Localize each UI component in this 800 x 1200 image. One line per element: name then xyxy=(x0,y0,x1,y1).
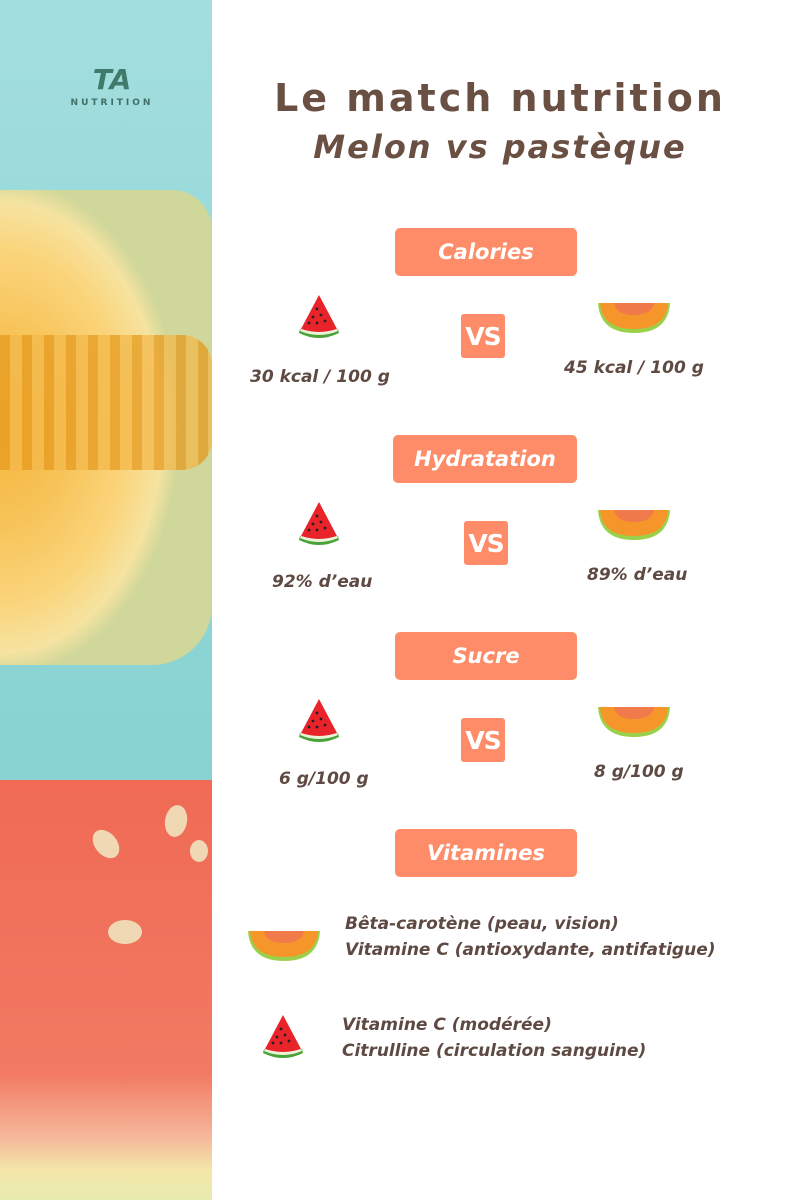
watermelon-sugar: 6 g/100 g xyxy=(279,769,369,789)
section-header-vitamines: Vitamines xyxy=(395,829,577,877)
cantaloupe-slice-icon xyxy=(598,510,670,540)
melon-calories: 45 kcal / 100 g xyxy=(564,358,704,378)
page-title: Le match nutrition xyxy=(274,76,726,120)
vs-badge: VS xyxy=(464,521,508,565)
melon-seeds xyxy=(0,335,212,470)
watermelon-slice-icon xyxy=(263,1015,303,1058)
logo: TA NUTRITION xyxy=(70,63,154,108)
vs-badge: VS xyxy=(461,718,505,762)
melon-vitamins: Bêta-carotène (peau, vision) Vitamine C … xyxy=(345,914,716,960)
section-header-calories: Calories xyxy=(395,228,577,276)
watermelon-hydration: 92% d’eau xyxy=(272,572,373,592)
watermelon-photo xyxy=(0,780,212,1200)
melon-sugar: 8 g/100 g xyxy=(594,762,684,782)
decorative-side-strip: TA NUTRITION xyxy=(0,0,212,1200)
page-subtitle: Melon vs pastèque xyxy=(313,128,687,166)
cantaloupe-slice-icon xyxy=(248,931,320,961)
watermelon-slice-icon xyxy=(299,295,339,338)
watermelon-slice-icon xyxy=(299,502,339,545)
cantaloupe-slice-icon xyxy=(598,707,670,737)
vs-badge: VS xyxy=(461,314,505,358)
watermelon-vitamins: Vitamine C (modérée) Citrulline (circula… xyxy=(342,1015,647,1061)
melon-hydration: 89% d’eau xyxy=(587,565,688,585)
cantaloupe-slice-icon xyxy=(598,303,670,333)
watermelon-calories: 30 kcal / 100 g xyxy=(250,367,390,387)
section-header-sucre: Sucre xyxy=(395,632,577,680)
section-header-hydratation: Hydratation xyxy=(393,435,577,483)
watermelon-slice-icon xyxy=(299,699,339,742)
